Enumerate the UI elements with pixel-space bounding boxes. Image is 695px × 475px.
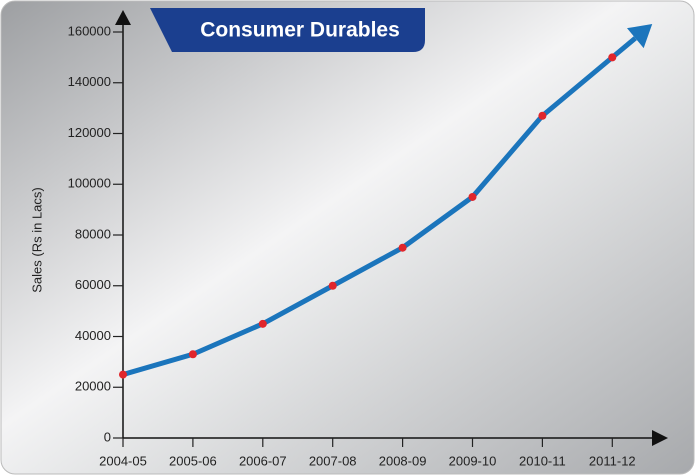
x-tick-label: 2006-07: [239, 453, 287, 468]
x-tick-label: 2005-06: [169, 453, 217, 468]
data-point: [328, 281, 337, 290]
y-tick-label: 80000: [75, 226, 111, 241]
y-tick-label: 40000: [75, 328, 111, 343]
y-tick-label: 20000: [75, 379, 111, 394]
y-tick-label: 160000: [68, 23, 111, 38]
data-point: [188, 350, 197, 359]
y-axis-label: Sales (Rs in Lacs): [29, 187, 44, 292]
data-point: [468, 192, 477, 201]
y-tick-label: 0: [104, 429, 111, 444]
x-tick-label: 2008-09: [379, 453, 427, 468]
x-tick-label: 2004-05: [99, 453, 147, 468]
data-point: [398, 243, 407, 252]
title-box: [150, 8, 425, 52]
y-axis-arrow: [115, 10, 131, 25]
data-point: [119, 370, 127, 379]
x-tick-label: 2009-10: [449, 453, 497, 468]
chart-title: Consumer Durables: [200, 19, 400, 42]
data-point: [608, 53, 617, 62]
trend-arrowhead: [626, 24, 653, 49]
x-axis-arrow: [652, 430, 668, 446]
line: [122, 55, 614, 377]
x-tick-label: 2007-08: [309, 453, 357, 468]
trend-extension: [610, 36, 637, 60]
x-tick-label: 2010-11: [519, 453, 566, 468]
data-point: [258, 319, 267, 328]
data-point: [538, 111, 547, 120]
y-tick-label: 140000: [68, 74, 111, 89]
y-tick-label: 100000: [68, 176, 111, 191]
x-tick-label: 2011-12: [589, 453, 636, 468]
y-tick-label: 120000: [68, 125, 111, 140]
y-tick-label: 60000: [75, 277, 111, 292]
